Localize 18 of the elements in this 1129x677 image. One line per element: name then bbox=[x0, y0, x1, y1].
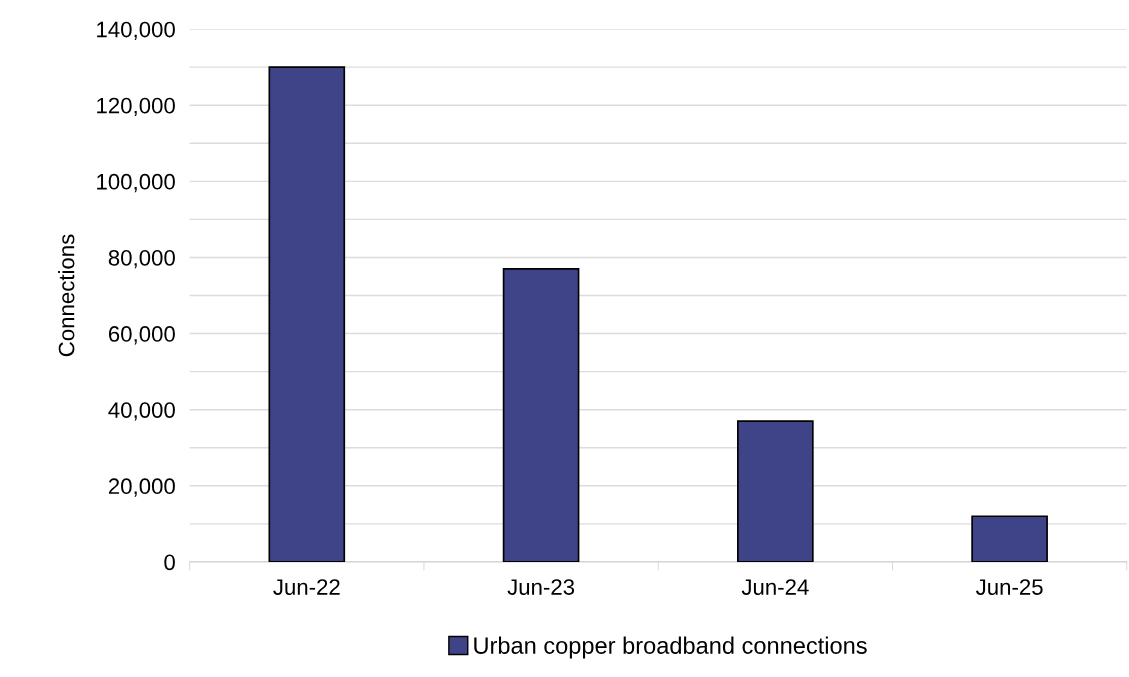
y-tick-label: 60,000 bbox=[108, 326, 175, 345]
legend-label: Urban copper broadband connections bbox=[474, 636, 867, 659]
y-tick-label: 100,000 bbox=[97, 173, 175, 193]
y-tick-label: 120,000 bbox=[97, 97, 175, 117]
y-tick-label: 140,000 bbox=[97, 21, 175, 41]
bar bbox=[737, 420, 814, 562]
x-tick-label: Jun-24 bbox=[741, 579, 809, 595]
bar bbox=[502, 268, 580, 562]
y-tick-label: 80,000 bbox=[108, 249, 175, 269]
y-axis-title: Connections bbox=[58, 234, 75, 357]
bar bbox=[971, 515, 1048, 562]
y-tick-label: 20,000 bbox=[108, 478, 175, 497]
y-tick-label: 40,000 bbox=[108, 402, 175, 421]
y-tick-label: 0 bbox=[164, 554, 175, 571]
x-tick-label: Jun-25 bbox=[975, 579, 1043, 595]
x-tick-label: Jun-22 bbox=[273, 579, 340, 595]
x-tick-label: Jun-23 bbox=[507, 579, 575, 595]
bar bbox=[268, 66, 346, 562]
